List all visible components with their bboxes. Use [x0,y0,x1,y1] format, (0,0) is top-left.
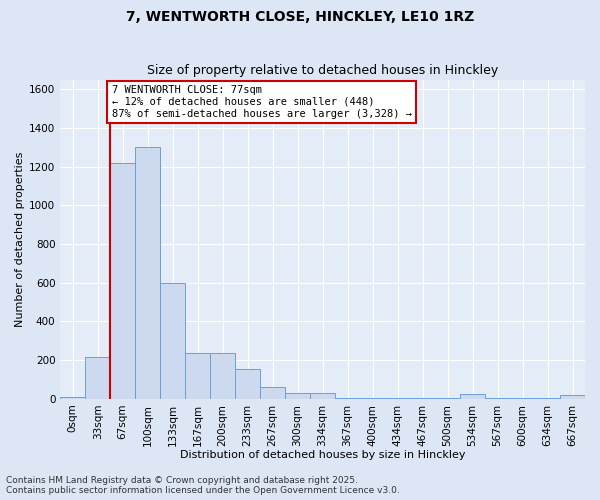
Bar [235,369,260,399]
Bar [60,397,85,399]
Bar [210,354,235,399]
Bar [185,354,210,399]
Bar [160,282,185,399]
Bar [85,357,110,399]
Y-axis label: Number of detached properties: Number of detached properties [15,152,25,327]
Bar [310,393,335,399]
X-axis label: Distribution of detached houses by size in Hinckley: Distribution of detached houses by size … [180,450,466,460]
Bar [360,398,385,399]
Bar [410,398,435,399]
Text: Contains HM Land Registry data © Crown copyright and database right 2025.
Contai: Contains HM Land Registry data © Crown c… [6,476,400,495]
Bar [335,398,360,399]
Bar [110,163,135,399]
Bar [485,398,510,399]
Bar [435,398,460,399]
Bar [135,148,160,399]
Bar [510,398,535,399]
Bar [385,398,410,399]
Bar [460,394,485,399]
Bar [560,395,585,399]
Text: 7, WENTWORTH CLOSE, HINCKLEY, LE10 1RZ: 7, WENTWORTH CLOSE, HINCKLEY, LE10 1RZ [126,10,474,24]
Bar [260,387,285,399]
Bar [535,398,560,399]
Bar [285,393,310,399]
Text: 7 WENTWORTH CLOSE: 77sqm
← 12% of detached houses are smaller (448)
87% of semi-: 7 WENTWORTH CLOSE: 77sqm ← 12% of detach… [112,86,412,118]
Title: Size of property relative to detached houses in Hinckley: Size of property relative to detached ho… [147,64,498,77]
